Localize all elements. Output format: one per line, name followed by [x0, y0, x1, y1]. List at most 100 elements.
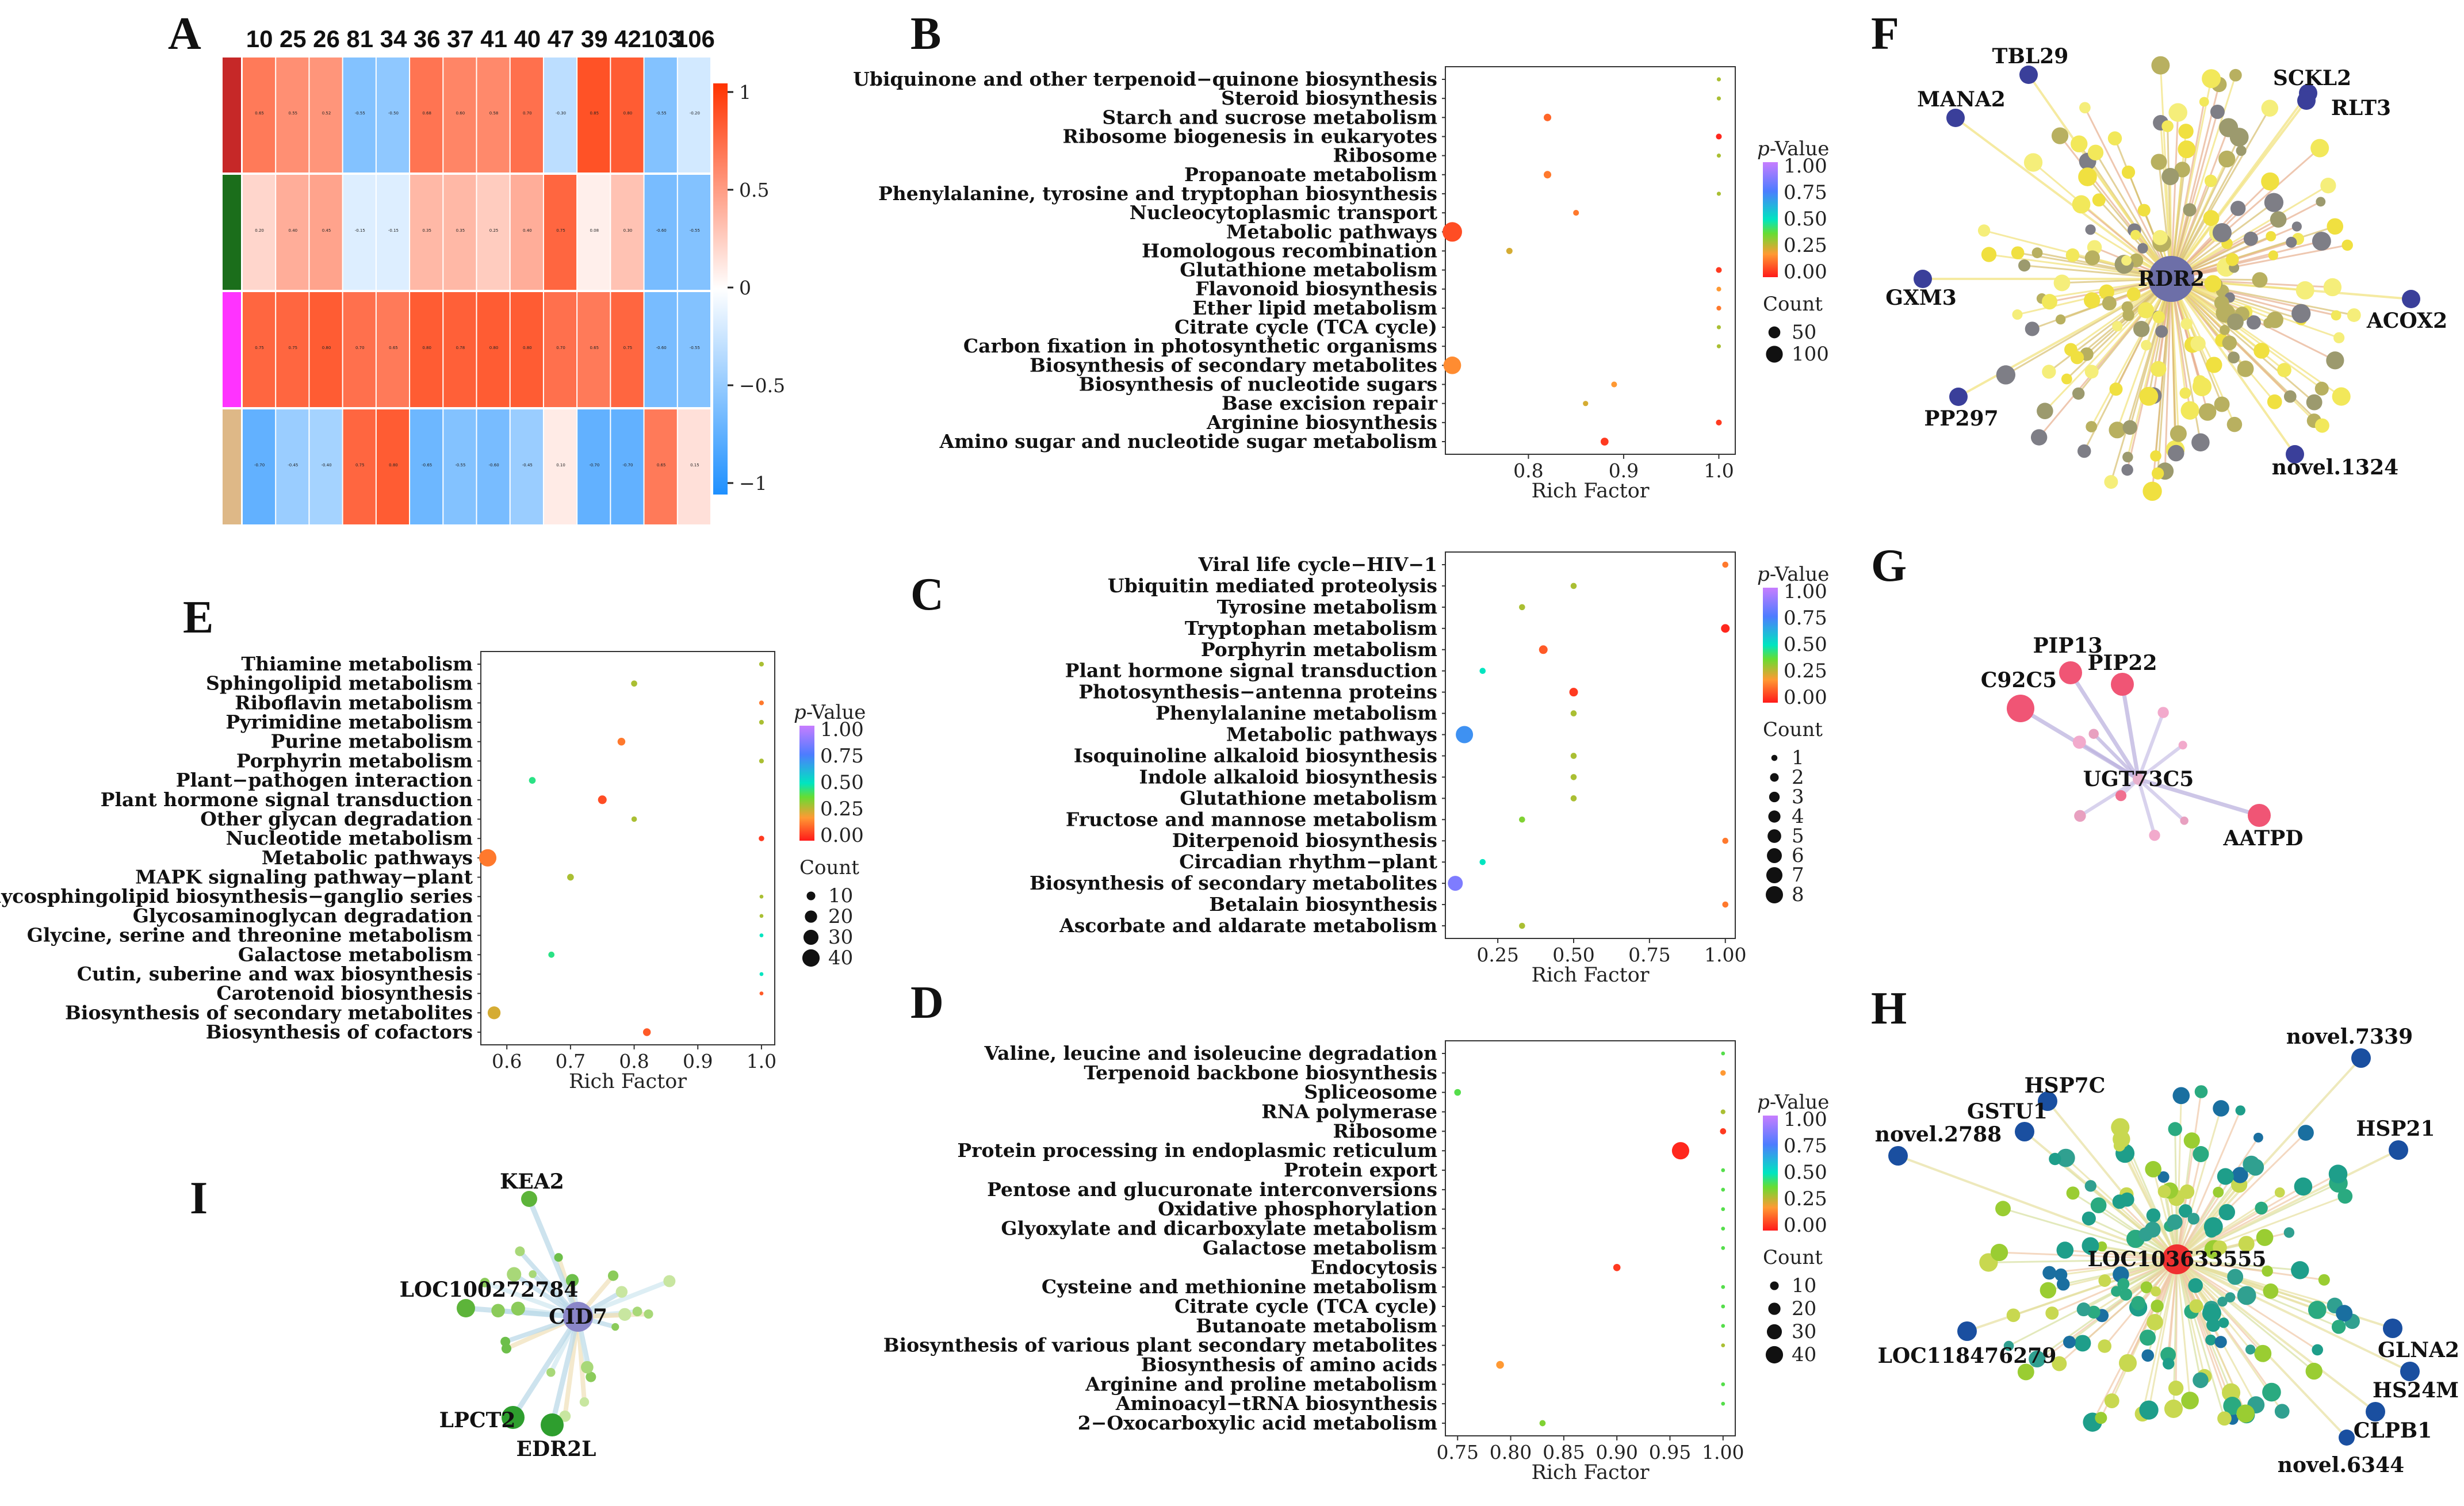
term-label: Isoquinoline alkaloid biosynthesis: [1074, 744, 1437, 767]
hub-node: [2248, 804, 2271, 827]
term-label: Butanoate metabolism: [1196, 1315, 1437, 1337]
hub-node-label: novel.1324: [2272, 455, 2398, 480]
heatmap-cell-value: 0.52: [322, 111, 331, 116]
network-node: [2102, 296, 2117, 311]
enrichment-point: [1721, 1343, 1725, 1348]
enrichment-point: [1721, 1168, 1725, 1172]
pvalue-tick-label: 0.50: [820, 771, 864, 794]
network-node: [2252, 272, 2268, 288]
center-node: [2162, 1244, 2192, 1274]
enrichment-point: [1613, 1263, 1621, 1271]
network-node: [2168, 1380, 2184, 1396]
network-node: [565, 1274, 579, 1287]
network-node: [2243, 231, 2258, 246]
network-edge: [2091, 1259, 2178, 1423]
enrichment-point: [1721, 1304, 1725, 1309]
network-node: [2223, 1397, 2241, 1415]
network-node: [2283, 390, 2297, 403]
hub-node-label: novel.7339: [2286, 1025, 2413, 1049]
enrichment-point: [759, 894, 764, 899]
group-bar-4: [223, 409, 241, 524]
hub-node: [2019, 66, 2038, 84]
network-node: [2179, 1204, 2193, 1218]
network-node: [2306, 394, 2323, 411]
network-node: [2133, 320, 2150, 338]
enrichment-point: [1721, 1207, 1725, 1212]
term-label: Porphyrin metabolism: [1201, 638, 1437, 661]
pvalue-tick-label: 0.75: [820, 745, 864, 768]
network-edge: [577, 1279, 671, 1319]
x-tick-label: 0.8: [619, 1050, 649, 1072]
term-label: Plant hormone signal transduction: [1065, 660, 1437, 682]
network-node: [2051, 127, 2069, 144]
enrichment-point: [1539, 1420, 1546, 1427]
heatmap-column-label: 10: [246, 25, 273, 52]
plot-frame: [480, 651, 775, 1045]
pvalue-tick-label: 0.75: [1784, 181, 1827, 204]
term-label: Glycosphingolipid biosynthesis−ganglio s…: [0, 885, 473, 907]
term-label: Metabolic pathways: [1226, 220, 1437, 243]
term-label: Biosynthesis of secondary metabolites: [65, 1001, 473, 1024]
network-node: [2152, 229, 2168, 246]
term-label: Ether lipid metabolism: [1192, 297, 1437, 319]
network-node: [2003, 1340, 2014, 1351]
network-node: [2217, 1411, 2232, 1426]
panel-letter-a: A: [168, 9, 201, 59]
network-node: [2146, 1208, 2161, 1223]
network-node: [2214, 1336, 2227, 1348]
network-node: [2006, 1308, 2021, 1323]
heatmap-cell-value: 0.20: [255, 228, 264, 233]
term-label: Valine, leucine and isoleucine degradati…: [984, 1042, 1437, 1064]
network-node: [2117, 1278, 2130, 1290]
network-node: [2264, 193, 2284, 212]
term-label: Porphyrin metabolism: [236, 749, 473, 772]
heatmap-cell-value: 0.80: [489, 346, 499, 350]
hub-node: [2402, 290, 2420, 308]
heatmap-cell-value: 0.40: [289, 228, 298, 233]
enrichment-point: [1570, 710, 1577, 716]
network-node: [2277, 363, 2291, 378]
network-node: [2053, 274, 2071, 292]
heatmap-cell-value: 0.08: [590, 228, 599, 233]
heatmap-cell: [276, 292, 309, 407]
term-label: Biosynthesis of nucleotide sugars: [1079, 373, 1437, 396]
enrichment-scatter-d: Valine, leucine and isoleucine degradati…: [883, 1040, 1829, 1484]
network-node: [2213, 1240, 2227, 1255]
term-label: Terpenoid backbone biosynthesis: [1084, 1062, 1437, 1084]
network-node: [663, 1275, 676, 1287]
scale-tick-label: −1: [739, 472, 767, 495]
enrichment-point: [1448, 876, 1463, 891]
network-node: [2179, 387, 2191, 399]
heatmap-cell-value: -0.70: [254, 463, 265, 467]
hub-node: [2286, 445, 2304, 463]
count-legend-dot: [1766, 867, 1783, 884]
network-node: [2115, 790, 2127, 802]
x-tick-label: 0.9: [1609, 459, 1639, 482]
network-node: [2188, 1278, 2203, 1293]
enrichment-point: [1716, 325, 1721, 329]
heatmap-cell-value: 0.10: [556, 463, 565, 467]
network-node: [2210, 104, 2225, 119]
hub-node-label: PIP22: [2087, 651, 2157, 675]
network-node: [546, 1367, 556, 1377]
heatmap-cell-value: -0.30: [556, 111, 566, 116]
network-node: [1990, 1243, 2008, 1262]
heatmap-cell: [309, 58, 342, 173]
network-node: [2236, 1404, 2255, 1423]
network-node: [2347, 308, 2361, 322]
enrichment-point: [1570, 774, 1577, 780]
network-node: [2245, 1344, 2256, 1355]
heatmap-cell: [309, 175, 342, 290]
hub-node-label: PIP13: [2033, 634, 2102, 658]
heatmap-cell: [678, 409, 710, 524]
heatmap-cell-value: 0.45: [322, 228, 331, 233]
term-label: Nucleocytoplasmic transport: [1130, 201, 1438, 224]
network-node: [607, 1270, 619, 1281]
network-node: [480, 1278, 490, 1287]
heatmap-cell: [544, 175, 577, 290]
network-node: [2151, 1300, 2164, 1313]
panel-letter-h: H: [1871, 983, 1907, 1034]
network-node: [554, 1253, 563, 1262]
scale-tick-label: 0: [739, 277, 751, 299]
count-legend-dot: [805, 910, 817, 923]
